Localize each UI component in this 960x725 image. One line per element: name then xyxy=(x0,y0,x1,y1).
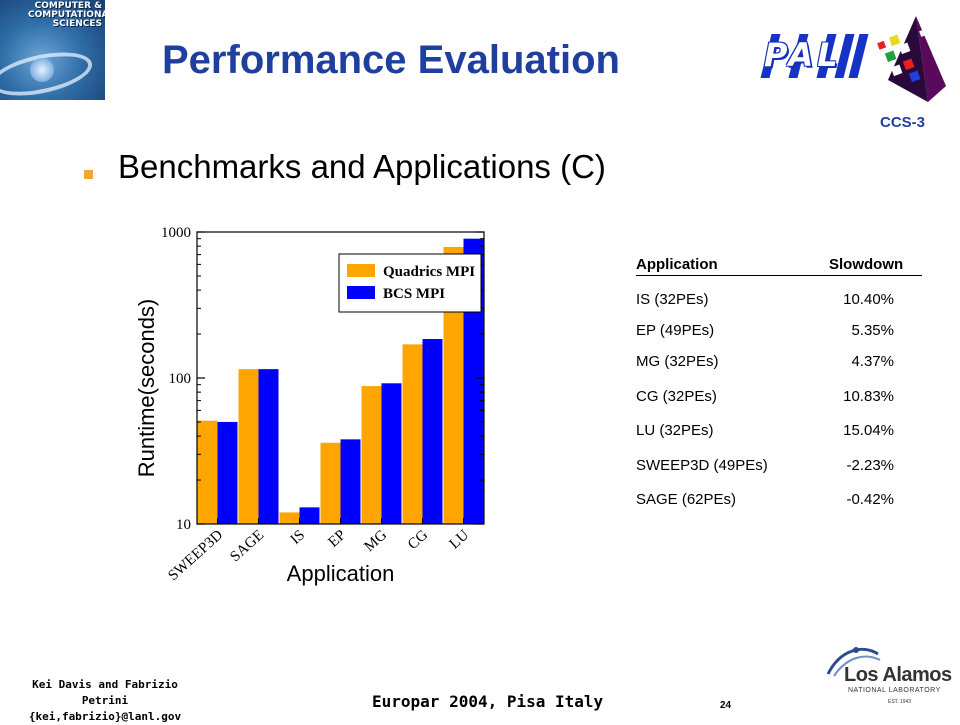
x-tick-label: CG xyxy=(405,527,431,553)
y-tick-label: 100 xyxy=(169,371,192,387)
bullet-marker xyxy=(84,170,93,179)
row-application: CG (32PEs) xyxy=(636,388,717,405)
row-slowdown: 4.37% xyxy=(851,353,894,370)
x-tick-label: EP xyxy=(325,527,349,551)
slide-title: Performance Evaluation xyxy=(162,38,620,82)
bullet-text: Benchmarks and Applications (C) xyxy=(118,148,606,185)
runtime-bar-chart: 10 100 1000 SWEEP3D SAGE IS EP MG CG LU Quadrics … xyxy=(134,225,485,586)
bar-bcs-mpi xyxy=(422,338,443,524)
lanl-established: EST. 1943 xyxy=(888,699,912,705)
lanl-subtitle: NATIONAL LABORATORY xyxy=(848,687,941,694)
table-row: SAGE (62PEs) -0.42% xyxy=(636,491,936,511)
legend-swatch xyxy=(347,286,375,299)
logo-line-3: SCIENCES xyxy=(52,19,102,29)
bar-quadrics-mpi xyxy=(443,246,464,524)
row-application: MG (32PEs) xyxy=(636,353,719,370)
table-row: CG (32PEs) 10.83% xyxy=(636,388,936,408)
row-slowdown: 15.04% xyxy=(843,422,894,439)
author-emails: {kei,fabrizio}@lanl.gov xyxy=(28,710,182,723)
table-header-row: Application Slowdown xyxy=(636,256,936,276)
y-tick-label: 10 xyxy=(176,517,191,533)
ccs-logo: COMPUTER & COMPUTATIONAL SCIENCES xyxy=(0,0,105,100)
table-row: SWEEP3D (49PEs) -2.23% xyxy=(636,457,936,477)
bar-quadrics-mpi xyxy=(197,420,218,524)
lanl-name: Los Alamos xyxy=(844,664,952,686)
page-number: 24 xyxy=(720,700,732,711)
logo-text: COMPUTER & COMPUTATIONAL SCIENCES xyxy=(28,1,105,29)
row-application: IS (32PEs) xyxy=(636,291,709,308)
header-slowdown: Slowdown xyxy=(829,256,904,273)
bar-bcs-mpi xyxy=(381,383,402,524)
x-axis-label: Application xyxy=(287,561,395,586)
x-tick-label: LU xyxy=(447,527,473,552)
table-row: LU (32PEs) 15.04% xyxy=(636,422,936,442)
legend-box xyxy=(338,253,482,313)
chart-bars xyxy=(197,238,484,524)
x-tick-label: SWEEP3D xyxy=(165,527,226,584)
legend-label: Quadrics MPI xyxy=(383,264,475,280)
header-underline xyxy=(636,275,922,276)
row-slowdown: -2.23% xyxy=(846,457,894,474)
legend-swatch xyxy=(347,264,375,277)
bar-quadrics-mpi xyxy=(320,442,341,524)
table-row: IS (32PEs) 10.40% xyxy=(636,291,936,311)
y-tick-label: 1000 xyxy=(161,225,191,241)
x-tick-label: SAGE xyxy=(227,527,267,565)
row-application: EP (49PEs) xyxy=(636,322,715,339)
pal-logo-text: PAL xyxy=(764,36,842,74)
row-slowdown: 10.83% xyxy=(843,388,894,405)
bar-bcs-mpi xyxy=(340,439,361,524)
logo-line-2: COMPUTATIONAL xyxy=(28,10,105,20)
row-slowdown: 5.35% xyxy=(851,322,894,339)
author-names: Kei Davis and Fabrizio Petrini xyxy=(32,678,178,707)
lanl-swoosh-icon xyxy=(826,647,881,677)
bar-quadrics-mpi xyxy=(238,369,259,524)
bar-bcs-mpi xyxy=(217,421,238,524)
footer-conference: Europar 2004, Pisa Italy xyxy=(372,692,604,711)
bar-bcs-mpi xyxy=(299,507,320,524)
bar-bcs-mpi xyxy=(258,369,279,524)
y-axis-label: Runtime(seconds) xyxy=(134,299,159,478)
row-slowdown: -0.42% xyxy=(846,491,894,508)
row-slowdown: 10.40% xyxy=(843,291,894,308)
table-row: MG (32PEs) 4.37% xyxy=(636,353,936,373)
pal-logo: PAL xyxy=(758,34,869,80)
chart-legend: Quadrics MPI BCS MPI xyxy=(338,253,482,313)
cube-pyramid-logo xyxy=(877,16,946,102)
row-application: LU (32PEs) xyxy=(636,422,714,439)
logo-line-1: COMPUTER & xyxy=(34,1,102,11)
row-application: SWEEP3D (49PEs) xyxy=(636,457,768,474)
footer-authors: Kei Davis and Fabrizio Petrini {kei,fabr… xyxy=(10,677,200,725)
bar-quadrics-mpi xyxy=(279,512,300,524)
bar-quadrics-mpi xyxy=(361,386,382,524)
row-application: SAGE (62PEs) xyxy=(636,491,737,508)
logo-globe-shape xyxy=(30,58,54,82)
bar-quadrics-mpi xyxy=(402,344,423,524)
lanl-logo: Los Alamos NATIONAL LABORATORY EST. 1943 xyxy=(822,640,952,710)
group-label: CCS-3 xyxy=(880,114,926,131)
header-application: Application xyxy=(636,256,718,273)
x-tick-label: IS xyxy=(288,527,309,548)
x-tick-label: MG xyxy=(362,527,391,555)
table-row: EP (49PEs) 5.35% xyxy=(636,322,936,342)
legend-label: BCS MPI xyxy=(383,286,445,302)
